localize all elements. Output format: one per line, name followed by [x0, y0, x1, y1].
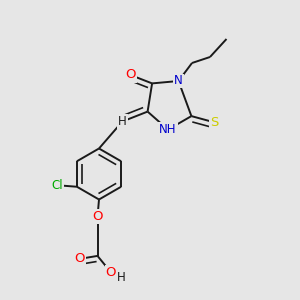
Text: Cl: Cl	[52, 179, 63, 192]
Text: S: S	[210, 116, 219, 129]
Text: O: O	[125, 68, 136, 82]
Text: O: O	[106, 266, 116, 279]
Text: NH: NH	[159, 123, 177, 136]
Text: N: N	[174, 74, 183, 88]
Text: O: O	[74, 252, 85, 266]
Text: H: H	[117, 271, 126, 284]
Text: O: O	[92, 210, 103, 224]
Text: H: H	[118, 115, 127, 128]
